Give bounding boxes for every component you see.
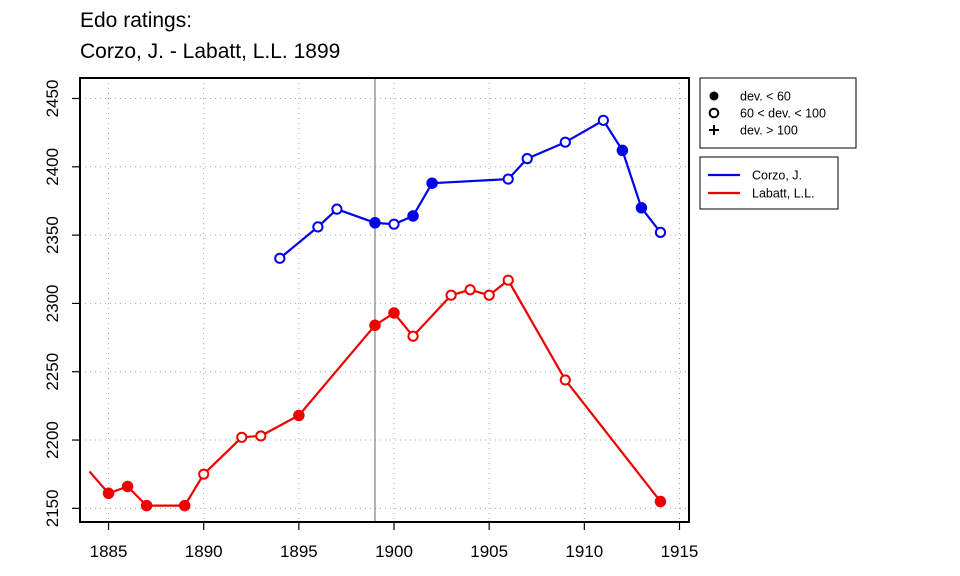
data-point: [102, 487, 115, 500]
data-point: [616, 144, 629, 157]
y-tick-label: 2200: [43, 421, 62, 459]
y-tick-label: 2150: [43, 489, 62, 527]
plot-frame: [79, 77, 690, 523]
data-point: [236, 431, 248, 443]
x-tick-label: 1915: [661, 542, 699, 561]
data-point: [369, 319, 381, 332]
chart-title: Edo ratings:: [80, 9, 193, 32]
y-axis: 2150 2200 2250 2300 2350 2400 2450: [43, 80, 80, 527]
data-point: [483, 289, 495, 301]
data-point: [121, 480, 134, 493]
x-tick-label: 1905: [470, 542, 508, 561]
data-point: [445, 289, 457, 301]
x-tick-label: 1910: [565, 542, 603, 561]
chart-subtitle: Corzo, J. - Labatt, L.L. 1899: [80, 40, 341, 63]
grid-lines: [80, 78, 689, 522]
data-point: [407, 210, 419, 222]
data-point: [255, 430, 267, 442]
data-point: [331, 203, 343, 215]
data-point: [293, 409, 305, 422]
x-tick-label: 1900: [375, 542, 413, 561]
series-line: [279, 119, 662, 260]
y-tick-label: 2350: [43, 216, 62, 254]
y-tick-label: 2400: [43, 148, 62, 186]
data-point: [654, 495, 667, 508]
marker-legend: dev. < 60 60 < dev. < 100 dev. > 100: [699, 77, 857, 149]
data-point: [502, 173, 514, 185]
legend-label: Corzo, J.: [752, 169, 802, 183]
x-tick-label: 1895: [280, 542, 318, 561]
legend-plus-marker: [709, 125, 719, 135]
series-corzo: [274, 114, 667, 264]
data-point: [407, 330, 419, 342]
data-point: [369, 217, 381, 229]
series-legend: Corzo, J. Labatt, L.L.: [699, 156, 839, 210]
data-point: [502, 274, 514, 286]
y-tick-label: 2300: [43, 285, 62, 323]
data-point: [654, 226, 667, 238]
data-point: [274, 252, 286, 264]
data-point: [388, 307, 400, 319]
data-point: [198, 468, 210, 480]
series-labatt: [88, 274, 667, 512]
legend-open-marker: [708, 107, 720, 119]
data-point: [388, 218, 400, 230]
data-point: [635, 202, 648, 214]
data-point: [559, 136, 571, 148]
data-point: [178, 499, 191, 512]
legend-label: dev. < 60: [740, 90, 791, 104]
data-point: [521, 153, 533, 165]
x-tick-label: 1885: [90, 542, 128, 561]
legend-label: Labatt, L.L.: [752, 187, 815, 201]
legend-label: dev. > 100: [740, 124, 798, 138]
y-tick-label: 2450: [43, 80, 62, 118]
data-point: [426, 177, 438, 189]
data-point: [597, 114, 609, 126]
x-axis: 1885 1890 1895 1900 1905 1910 1915: [90, 521, 699, 561]
data-point: [559, 374, 571, 386]
data-point: [140, 499, 153, 512]
data-point: [464, 284, 476, 296]
series-layer: [88, 114, 667, 512]
legend-filled-marker: [709, 91, 719, 101]
data-point: [312, 221, 324, 233]
y-tick-label: 2250: [43, 353, 62, 391]
x-tick-label: 1890: [185, 542, 223, 561]
legend-label: 60 < dev. < 100: [740, 107, 826, 121]
